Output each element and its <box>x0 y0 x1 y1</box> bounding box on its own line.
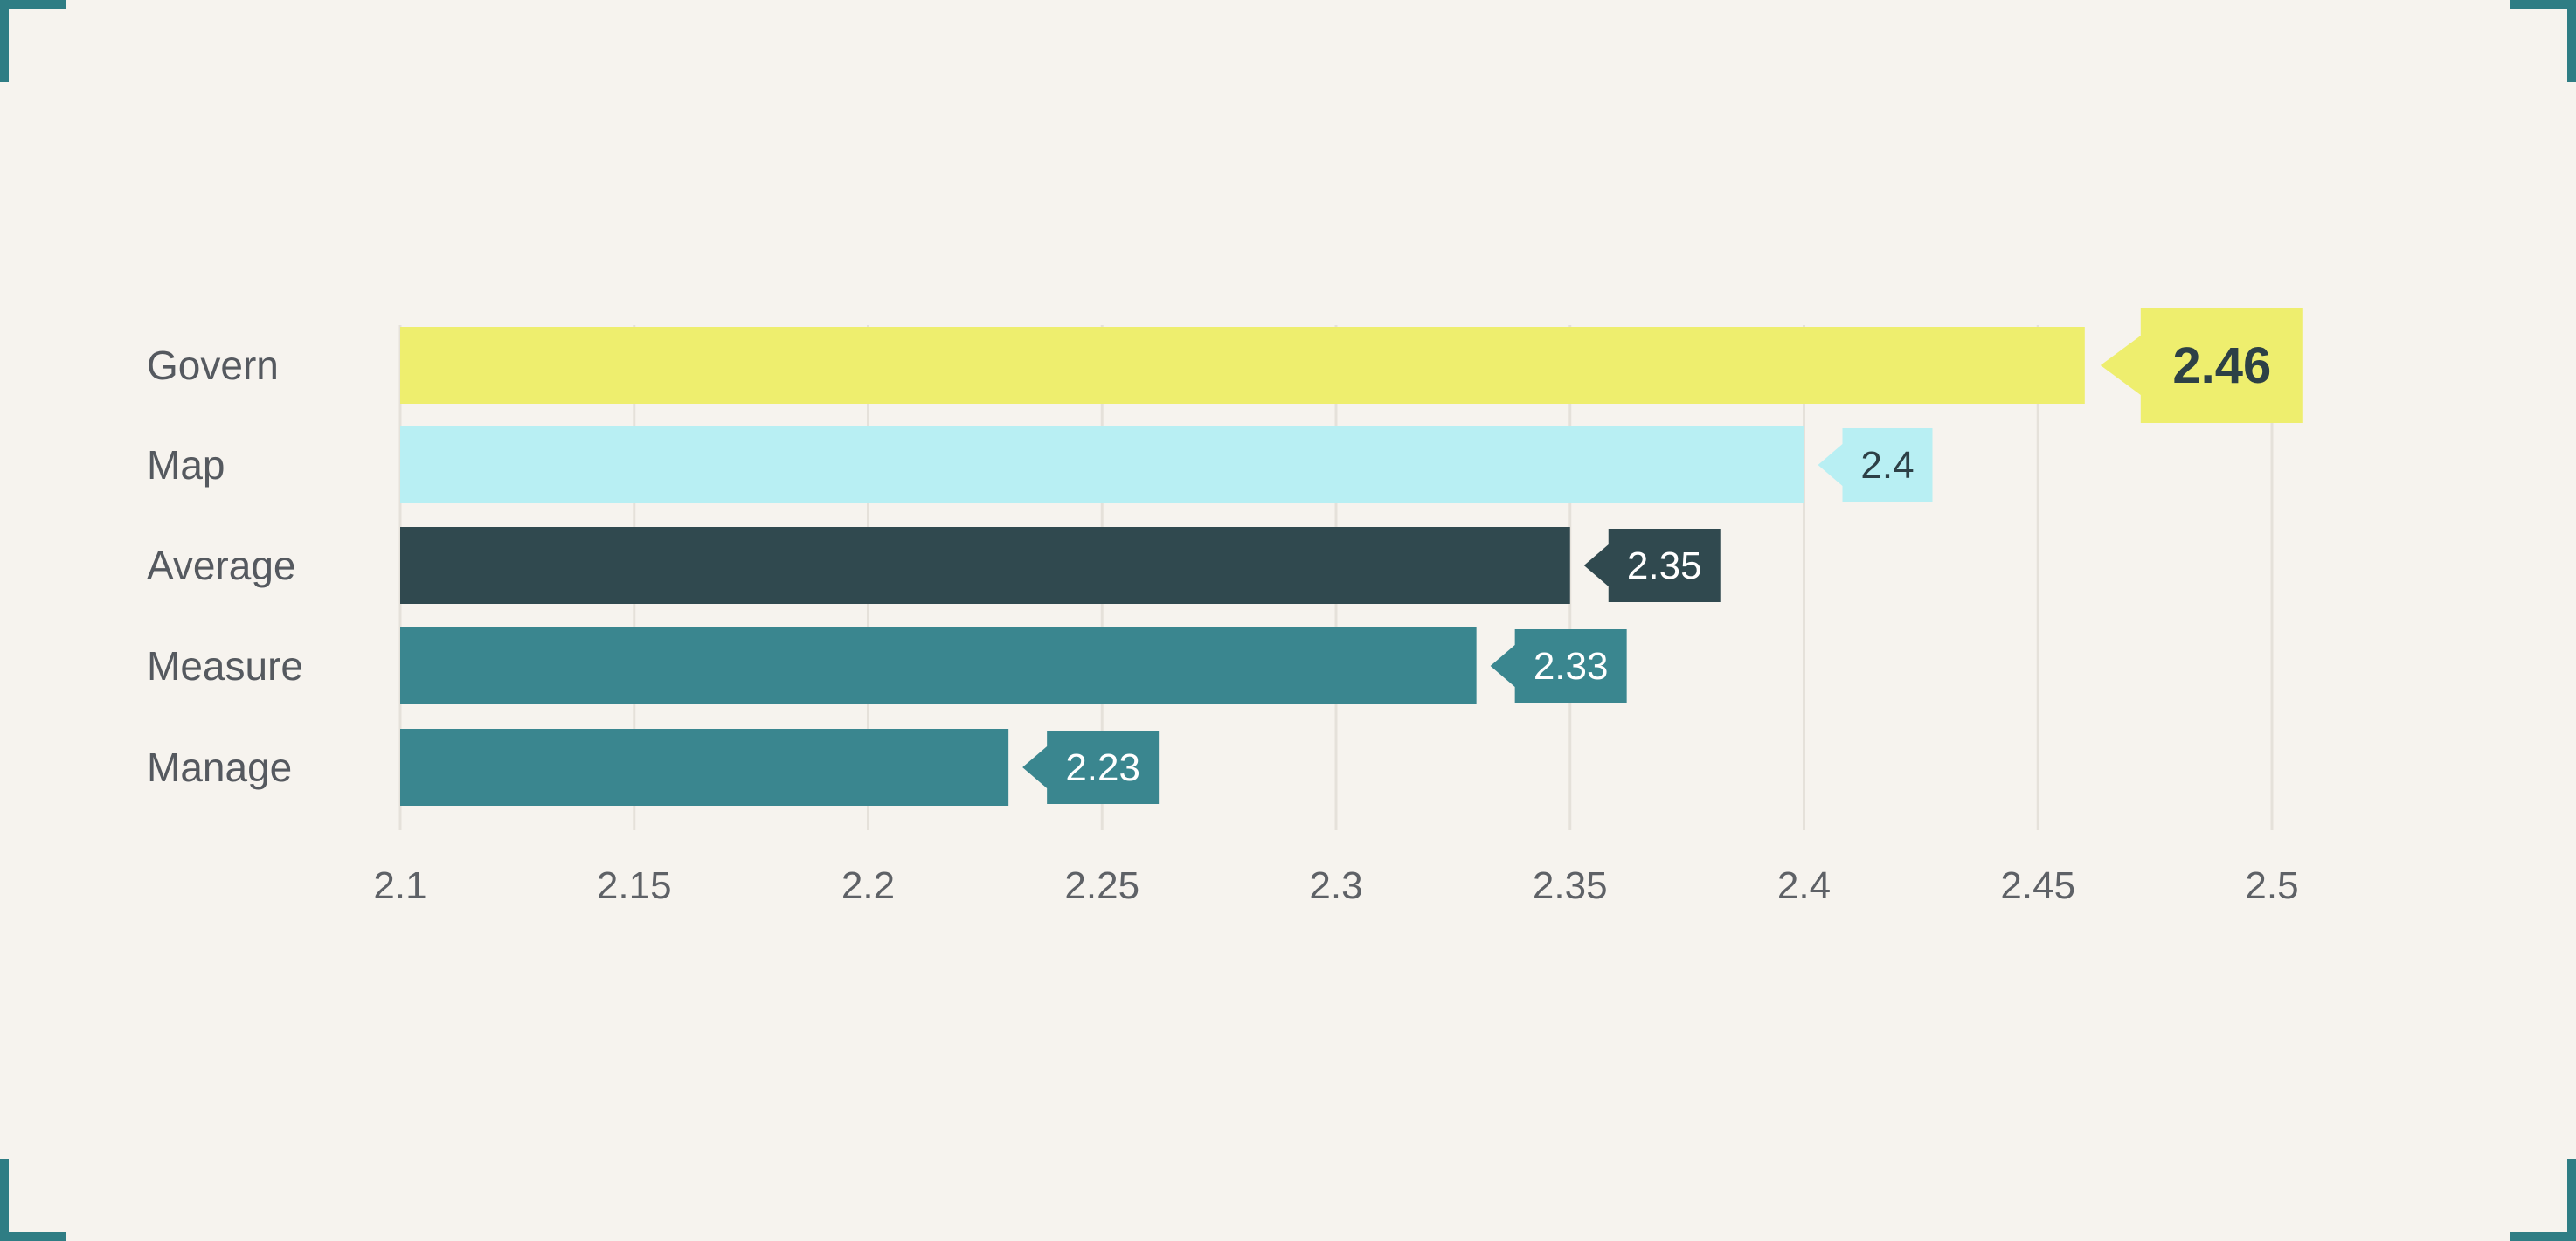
frame-corner-top-left <box>0 0 66 82</box>
data-label: 2.35 <box>1627 544 1702 587</box>
data-label: 2.23 <box>1065 746 1140 789</box>
category-label: Measure <box>147 643 303 689</box>
x-tick-label: 2.25 <box>1064 864 1139 907</box>
bar-layer <box>400 327 2085 806</box>
x-tick-label: 2.35 <box>1533 864 1608 907</box>
category-label: Manage <box>147 745 292 790</box>
label-layer: Govern 2.46 Map 2.4 Average 2.35 Measure 2.33 Ma… <box>147 308 2303 804</box>
x-tick-label: 2.15 <box>597 864 672 907</box>
value-callout <box>2100 308 2303 423</box>
category-label: Average <box>147 543 296 588</box>
bar-average <box>400 527 1570 604</box>
category-label: Govern <box>147 343 279 388</box>
x-tick-label: 2.2 <box>841 864 895 907</box>
data-label: 2.4 <box>1860 444 1914 487</box>
x-tick-label: 2.5 <box>2245 864 2298 907</box>
frame-corner-top-right <box>2510 0 2576 82</box>
category-label: Map <box>147 442 225 488</box>
bar-map <box>400 426 1804 503</box>
bar-measure <box>400 627 1477 704</box>
frame-corner-bottom-right <box>2510 1159 2576 1241</box>
value-callout <box>1818 428 1933 502</box>
x-tick-label: 2.1 <box>373 864 426 907</box>
bar-govern <box>400 327 2085 404</box>
x-tick-label: 2.3 <box>1309 864 1362 907</box>
x-axis: 2.1 2.15 2.2 2.25 2.3 2.35 2.4 2.45 2.5 <box>373 864 2298 907</box>
x-tick-label: 2.45 <box>2000 864 2075 907</box>
x-tick-label: 2.4 <box>1777 864 1831 907</box>
value-callout <box>1022 731 1160 804</box>
value-callout <box>1583 529 1721 602</box>
data-label: 2.33 <box>1534 645 1609 688</box>
frame-corner-bottom-left <box>0 1159 66 1241</box>
value-callout <box>1490 629 1627 703</box>
data-label: 2.46 <box>2172 337 2271 394</box>
bar-manage <box>400 729 1009 806</box>
